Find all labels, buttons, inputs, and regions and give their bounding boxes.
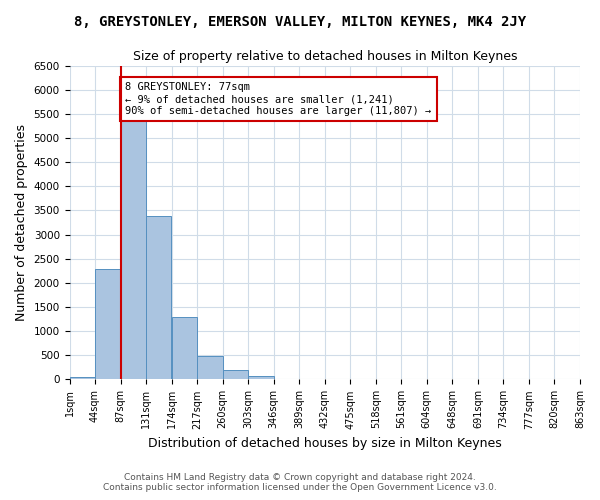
Bar — [121, 116, 146, 380]
Bar — [70, 377, 95, 380]
Bar — [248, 376, 274, 380]
Text: 8, GREYSTONLEY, EMERSON VALLEY, MILTON KEYNES, MK4 2JY: 8, GREYSTONLEY, EMERSON VALLEY, MILTON K… — [74, 15, 526, 29]
Bar — [197, 356, 223, 380]
Text: 8 GREYSTONLEY: 77sqm
← 9% of detached houses are smaller (1,241)
90% of semi-det: 8 GREYSTONLEY: 77sqm ← 9% of detached ho… — [125, 82, 431, 116]
Y-axis label: Number of detached properties: Number of detached properties — [15, 124, 28, 321]
Bar — [95, 270, 121, 380]
Bar — [172, 316, 197, 380]
Bar — [223, 370, 248, 380]
Title: Size of property relative to detached houses in Milton Keynes: Size of property relative to detached ho… — [133, 50, 517, 63]
X-axis label: Distribution of detached houses by size in Milton Keynes: Distribution of detached houses by size … — [148, 437, 502, 450]
Bar — [146, 216, 172, 380]
Text: Contains HM Land Registry data © Crown copyright and database right 2024.
Contai: Contains HM Land Registry data © Crown c… — [103, 473, 497, 492]
